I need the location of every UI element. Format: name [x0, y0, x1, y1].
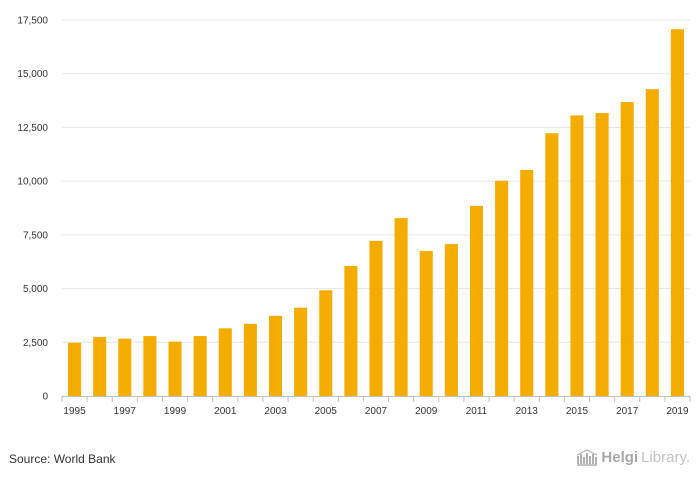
bars — [68, 29, 684, 397]
source-note: Source: World Bank — [9, 452, 116, 466]
bar-2004[interactable] — [294, 307, 308, 396]
bar-1996[interactable] — [93, 336, 107, 396]
brand-library: Library. — [641, 448, 690, 466]
brand-helgi: Helgi — [601, 448, 639, 466]
x-tick-label: 2017 — [616, 406, 639, 417]
bar-2009[interactable] — [419, 250, 433, 396]
x-tick-label: 2009 — [415, 406, 438, 417]
bar-2001[interactable] — [218, 328, 232, 396]
helgi-library-logo[interactable]: Helgi Library. — [576, 448, 690, 466]
y-tick-label: 10,000 — [17, 177, 48, 188]
x-tick-label: 2005 — [315, 406, 338, 417]
bar-2005[interactable] — [319, 290, 333, 396]
bar-1997[interactable] — [118, 338, 132, 396]
bar-2012[interactable] — [495, 180, 509, 396]
bar-2016[interactable] — [595, 113, 609, 396]
bar-2008[interactable] — [394, 218, 408, 396]
grid-lines — [62, 19, 690, 343]
bar-2017[interactable] — [620, 102, 634, 396]
y-tick-label: 0 — [42, 392, 48, 403]
bar-1995[interactable] — [68, 342, 82, 396]
y-tick-label: 5,000 — [23, 284, 48, 295]
bar-2000[interactable] — [193, 336, 207, 396]
x-tick-label: 2007 — [365, 406, 388, 417]
bar-2019[interactable] — [670, 29, 684, 397]
y-tick-label: 17,500 — [17, 16, 48, 27]
x-tick-label: 1995 — [63, 406, 86, 417]
bar-2015[interactable] — [570, 115, 584, 397]
y-axis-labels: 0 2,500 5,000 7,500 10,000 12,500 15,000 17,500 — [17, 16, 48, 403]
y-tick-label: 7,500 — [23, 230, 48, 241]
bar-2018[interactable] — [645, 89, 659, 397]
bar-2010[interactable] — [444, 244, 458, 396]
x-tick-label: 2013 — [516, 406, 539, 417]
x-tick-label: 2001 — [214, 406, 237, 417]
bar-2003[interactable] — [268, 315, 283, 396]
y-tick-label: 2,500 — [23, 338, 48, 349]
x-tick-label: 2015 — [566, 406, 589, 417]
bar-2007[interactable] — [369, 240, 383, 396]
bar-2011[interactable] — [469, 205, 484, 396]
x-tick-label: 1999 — [164, 406, 187, 417]
x-tick-label: 2011 — [466, 406, 488, 417]
x-axis — [61, 396, 691, 402]
x-axis-labels: 1995 1997 1999 2001 2003 2005 2007 2009 2011 2013… — [63, 406, 689, 417]
bar-2013[interactable] — [520, 169, 534, 396]
x-tick-label: 2019 — [666, 406, 689, 417]
bar-2006[interactable] — [344, 266, 358, 396]
bar-1999[interactable] — [168, 341, 182, 396]
bar-2002[interactable] — [243, 323, 257, 396]
bar-1998[interactable] — [143, 336, 157, 396]
y-tick-label: 15,000 — [17, 69, 48, 80]
library-building-icon — [577, 449, 598, 466]
y-tick-label: 12,500 — [17, 123, 48, 134]
bar-2014[interactable] — [545, 133, 559, 397]
x-tick-label: 1997 — [114, 406, 137, 417]
x-tick-label: 2003 — [264, 406, 287, 417]
bar-chart: 0 2,500 5,000 7,500 10,000 12,500 15,000 17,500… — [17, 16, 691, 417]
